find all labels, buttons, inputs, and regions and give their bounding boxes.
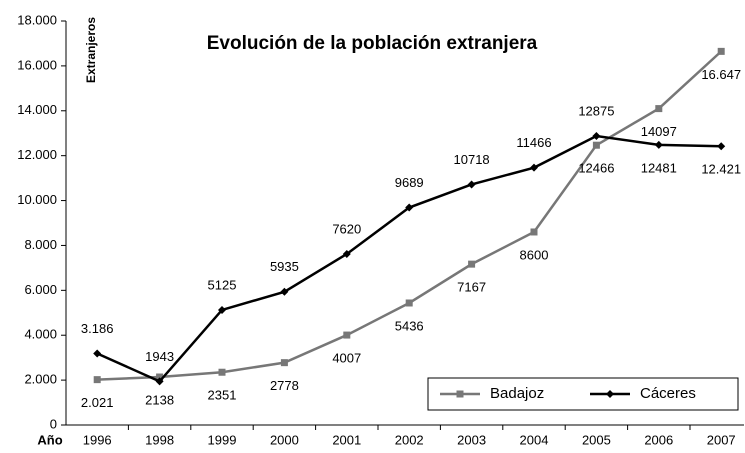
x-tick-label: 2005 <box>582 432 611 447</box>
data-label: 12.421 <box>701 162 741 177</box>
point <box>717 47 725 55</box>
point <box>218 368 226 376</box>
y-tick-label: 16.000 <box>17 57 57 72</box>
data-label: 3.186 <box>81 321 114 336</box>
point <box>405 203 414 212</box>
y-tick-label: 4.000 <box>24 327 57 342</box>
legend-label: Badajoz <box>490 385 544 402</box>
point <box>280 359 288 367</box>
legend-label: Cáceres <box>640 385 696 402</box>
y-axis-label: Extranjeros <box>84 17 98 83</box>
point <box>342 249 351 258</box>
data-label: 5436 <box>395 318 424 333</box>
data-label: 2351 <box>208 388 237 403</box>
point <box>530 228 538 236</box>
point <box>343 331 351 339</box>
data-label: 7167 <box>457 280 486 295</box>
y-tick-label: 14.000 <box>17 102 57 117</box>
y-tick-label: 18.000 <box>17 12 57 27</box>
data-label: 12481 <box>641 160 677 175</box>
x-tick-label: 1999 <box>208 432 237 447</box>
data-label: 5935 <box>270 259 299 274</box>
x-tick-label: 2006 <box>644 432 673 447</box>
data-label: 4007 <box>332 351 361 366</box>
data-label: 2.021 <box>81 395 114 410</box>
legend-marker <box>456 390 464 398</box>
point <box>654 140 663 149</box>
x-tick-label: 2002 <box>395 432 424 447</box>
x-tick-label: 1998 <box>145 432 174 447</box>
point <box>280 287 289 296</box>
point <box>592 132 601 141</box>
x-tick-label: 2004 <box>520 432 549 447</box>
point <box>655 105 663 113</box>
data-label: 7620 <box>332 221 361 236</box>
y-tick-label: 6.000 <box>24 282 57 297</box>
data-label: 2138 <box>145 392 174 407</box>
y-tick-label: 12.000 <box>17 147 57 162</box>
y-tick-label: 8.000 <box>24 237 57 252</box>
data-label: 16.647 <box>701 67 741 82</box>
x-axis-label: Año <box>37 432 62 447</box>
x-tick-label: 1996 <box>83 432 112 447</box>
data-label: 8600 <box>520 247 549 262</box>
point <box>467 180 476 189</box>
x-tick-label: 2001 <box>332 432 361 447</box>
point <box>405 299 413 307</box>
data-label: 1943 <box>145 349 174 364</box>
y-tick-label: 2.000 <box>24 372 57 387</box>
point <box>93 376 101 384</box>
data-label: 14097 <box>641 124 677 139</box>
data-label: 11466 <box>516 135 551 150</box>
chart-title: Evolución de la población extranjera <box>207 33 538 54</box>
data-label: 10718 <box>454 152 490 167</box>
point <box>530 163 538 172</box>
data-label: 2778 <box>270 378 299 393</box>
point <box>155 377 164 386</box>
point <box>717 142 726 151</box>
data-label: 12875 <box>578 103 614 118</box>
y-tick-label: 0 <box>50 416 57 431</box>
data-label: 12466 <box>578 161 614 176</box>
point <box>93 349 102 358</box>
legend-marker <box>606 390 614 398</box>
x-tick-label: 2007 <box>707 432 736 447</box>
point <box>156 373 164 381</box>
y-tick-label: 10.000 <box>17 192 57 207</box>
series-line <box>96 134 722 383</box>
x-tick-label: 2000 <box>270 432 299 447</box>
point <box>592 141 600 149</box>
point <box>218 305 226 314</box>
x-tick-label: 2003 <box>457 432 486 447</box>
data-label: 5125 <box>208 277 237 292</box>
point <box>468 260 476 268</box>
data-label: 9689 <box>395 175 424 190</box>
